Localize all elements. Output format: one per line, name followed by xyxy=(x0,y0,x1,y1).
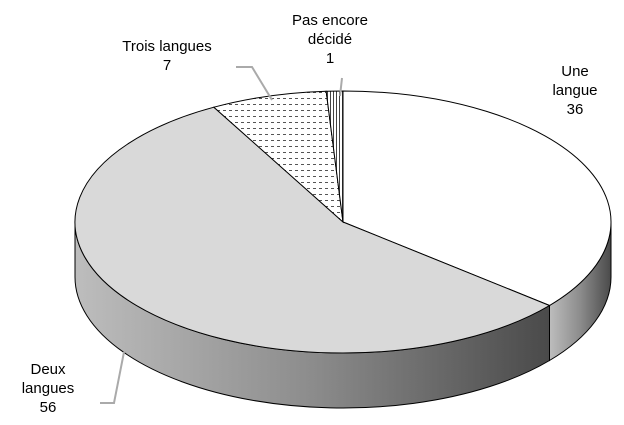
value-label: 7 xyxy=(162,57,172,74)
leader-line xyxy=(236,66,273,101)
value-label: 1 xyxy=(325,50,335,67)
value-label: 56 xyxy=(39,399,57,416)
slice-label: Pas encore décidé 1 xyxy=(275,11,385,68)
category-label: Pas encore décidé xyxy=(292,12,368,48)
slice xyxy=(212,90,344,224)
slice xyxy=(74,106,551,354)
slice-label: Une langue 36 xyxy=(545,62,605,119)
category-label: Trois langues xyxy=(122,38,212,55)
leader-line xyxy=(100,351,125,404)
leader-line xyxy=(339,77,343,97)
slice xyxy=(325,90,344,223)
category-label: Une langue xyxy=(552,63,598,99)
slice xyxy=(342,90,612,307)
pie xyxy=(74,90,612,409)
value-label: 36 xyxy=(566,101,584,118)
slice-label: Deux langues 56 xyxy=(15,360,81,417)
slice-label: Trois langues 7 xyxy=(92,37,242,75)
category-label: Deux langues xyxy=(21,361,75,397)
